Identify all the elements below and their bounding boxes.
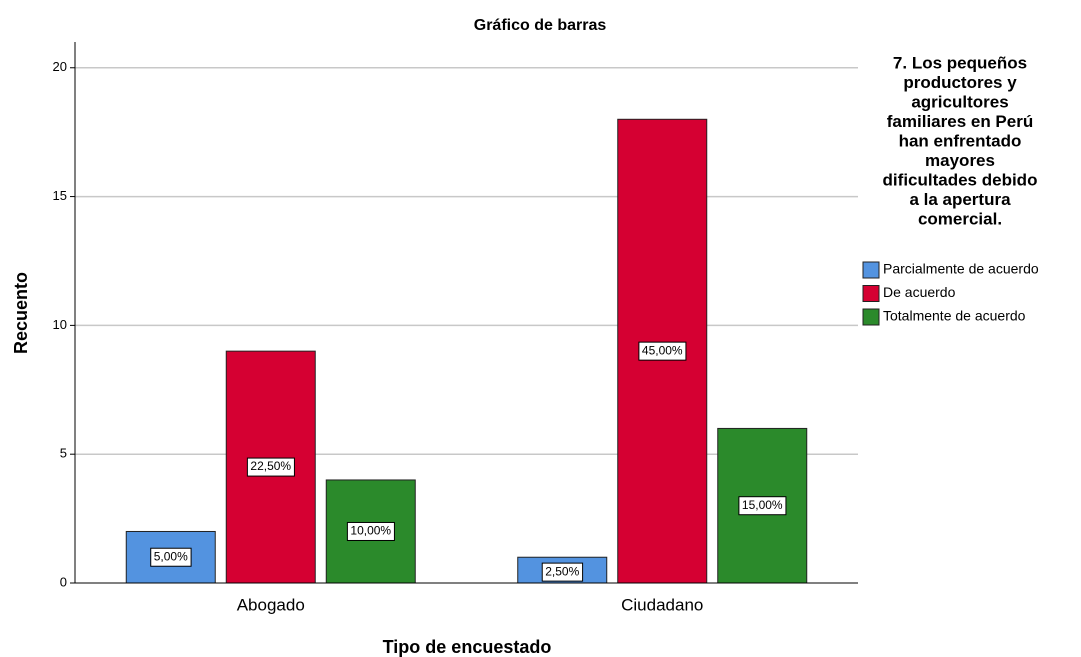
data-label-box: [346, 521, 395, 541]
legend-label: Totalmente de acuerdo: [883, 308, 1026, 324]
legend-swatch: [862, 285, 880, 302]
data-label: 15,00%: [742, 498, 783, 512]
y-tick-label: 20: [53, 59, 67, 74]
data-label: 22,50%: [250, 459, 291, 473]
x-tick-label: Abogado: [237, 595, 305, 614]
legend-swatch: [862, 308, 880, 326]
data-label: 45,00%: [642, 343, 683, 357]
data-label-box: [638, 341, 687, 361]
legend-title: familiares en Perú: [887, 112, 1033, 131]
legend-label: De acuerdo: [883, 284, 956, 300]
data-label-box: [150, 547, 192, 567]
legend-title: mayores: [925, 151, 995, 170]
legend-title: productores y: [903, 73, 1017, 92]
data-label: 10,00%: [350, 524, 391, 538]
x-axis-label: Tipo de encuestado: [383, 637, 552, 657]
legend-title: agricultores: [911, 92, 1008, 111]
y-tick-label: 0: [60, 574, 67, 589]
legend-swatch: [862, 261, 880, 279]
legend-title: comercial.: [918, 209, 1002, 228]
chart-title: Gráfico de barras: [474, 17, 607, 34]
data-label-box: [738, 496, 787, 516]
legend-title: a la apertura: [909, 190, 1011, 209]
legend-label: Parcialmente de acuerdo: [883, 261, 1039, 277]
legend-title: dificultades debido: [883, 170, 1038, 189]
y-tick-label: 15: [53, 188, 67, 203]
y-axis-label: Recuento: [11, 272, 31, 354]
data-label: 5,00%: [154, 549, 188, 563]
y-tick-label: 10: [53, 317, 67, 332]
data-label-box: [246, 457, 295, 477]
data-label-box: [541, 562, 584, 582]
data-label: 2,50%: [545, 564, 579, 578]
x-tick-label: Ciudadano: [621, 595, 703, 614]
legend-title: 7. Los pequeños: [893, 53, 1027, 72]
y-tick-label: 5: [60, 446, 67, 461]
legend-title: han enfrentado: [899, 131, 1022, 150]
